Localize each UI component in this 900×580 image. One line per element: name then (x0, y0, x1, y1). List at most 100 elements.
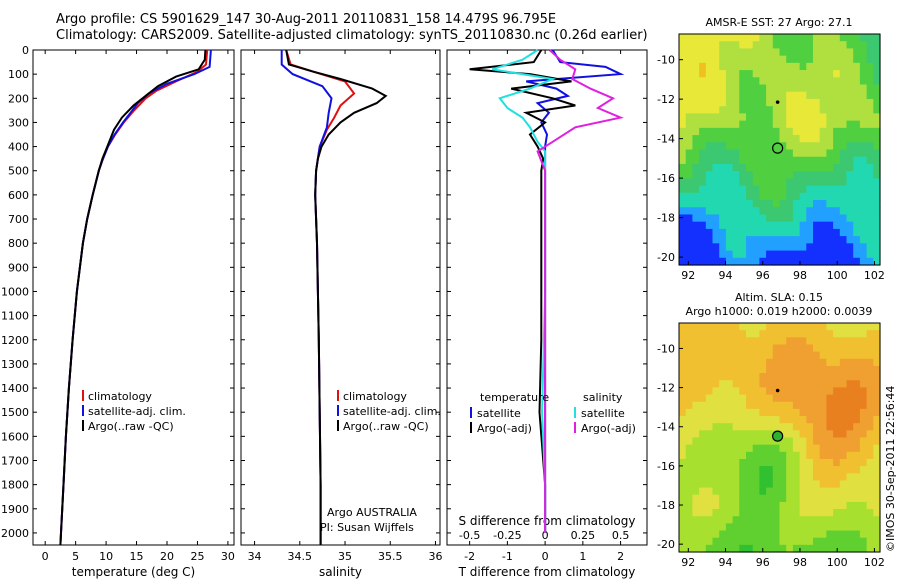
sst-map-cell (712, 106, 720, 115)
sst-map-cell (853, 185, 861, 194)
sla-map-cell (685, 487, 693, 496)
sla-map-cell (759, 365, 767, 374)
sla-map-cell (866, 358, 874, 367)
sst-map-cell (739, 156, 747, 165)
sst-map-cell (779, 163, 787, 172)
sla-map-cell (766, 473, 774, 482)
sla-map-cell (833, 458, 841, 467)
sst-map-cell (752, 41, 760, 50)
sla-map-cell (692, 373, 700, 381)
sst-map-cell (806, 55, 814, 64)
sst-map-cell (873, 214, 881, 223)
sst-map-cell (692, 171, 700, 179)
sla-map-cell (853, 501, 861, 510)
sla-map-cell (819, 358, 827, 367)
sst-map-cell (685, 221, 693, 230)
sla-map-cell (799, 487, 807, 496)
sst-map-cell (772, 156, 781, 165)
sst-map-cell (799, 243, 807, 252)
sla-map-cell (759, 501, 767, 510)
sla-map-cell (799, 344, 807, 353)
sla-map-cell (859, 451, 868, 460)
sla-map-cell (746, 358, 754, 367)
sst-map-cell (846, 98, 854, 107)
sla-map-cell (759, 451, 767, 460)
sla-map-cell (772, 330, 781, 338)
sla-map-cell (766, 516, 774, 524)
sst-map-cell (866, 214, 874, 223)
sla-map-cell (766, 330, 774, 338)
sla-map-cell (746, 530, 754, 539)
sla-map-cell (826, 387, 834, 396)
sla-map-cell (839, 437, 848, 446)
sla-map-cell (692, 394, 700, 403)
sla-map-cell (792, 473, 801, 482)
sla-map-cell (685, 373, 693, 381)
sst-map-cell (813, 48, 821, 57)
sla-map-cell (786, 458, 794, 467)
sst-map-cell (853, 127, 861, 136)
sla-map-cell (859, 351, 868, 360)
legend-label: Argo(..raw -QC) (343, 420, 429, 433)
sst-map-cell (792, 214, 801, 223)
sst-map-cell (712, 55, 720, 64)
sst-map-cell (725, 228, 734, 237)
sst-map-cell (826, 41, 834, 50)
sla-map-cell (732, 458, 740, 467)
sla-map-cell (699, 494, 707, 503)
sst-map-cell (732, 200, 740, 208)
sst-map-cell (806, 200, 814, 208)
sst-map-cell (819, 178, 827, 187)
sst-map-cell (705, 149, 714, 158)
sst-map-cell (766, 62, 774, 71)
sst-map-cell (873, 98, 881, 107)
sst-map-cell (699, 185, 707, 194)
sla-map-cell (752, 387, 760, 396)
y-tick-label: 0 (22, 44, 29, 57)
sst-map-cell (692, 55, 700, 64)
sla-map-cell (859, 358, 868, 367)
sla-map-cell (799, 323, 807, 331)
sst-map-cell (712, 142, 720, 151)
sla-map-cell (712, 530, 720, 539)
sla-map-cell (786, 430, 794, 439)
sla-map-cell (766, 444, 774, 453)
sla-map-cell (772, 523, 781, 532)
sla-map-cell (685, 437, 693, 446)
sst-map-cell (779, 55, 787, 64)
sla-map-cell (792, 416, 801, 424)
sst-map-cell (759, 77, 767, 86)
sla-map-cell (799, 523, 807, 532)
sst-map-cell (833, 106, 841, 115)
sst-map-cell (746, 135, 754, 143)
sst-map-cell (786, 98, 794, 107)
sla-map-cell (826, 380, 834, 389)
sla-map-cell (752, 516, 760, 524)
sst-map-cell (866, 41, 874, 50)
sst-map-cell (859, 207, 868, 216)
sla-map-cell (712, 394, 720, 403)
sla-map-cell (746, 544, 754, 553)
sst-map-cell (799, 84, 807, 93)
salinity-frame (240, 49, 441, 546)
sst-map-cell (679, 149, 687, 158)
sst-map-cell (786, 127, 794, 136)
sst-map-cell (752, 228, 760, 237)
sst-map-cell (833, 214, 841, 223)
sla-map-cell (866, 423, 874, 431)
sla-map-cell (699, 451, 707, 460)
sst-map-cell (685, 214, 693, 223)
sst-map-cell (846, 236, 854, 244)
sst-map-cell (779, 192, 787, 201)
sst-map-cell (719, 91, 727, 100)
sst-map-cell (866, 178, 874, 187)
sst-map-cell (779, 156, 787, 165)
sla-map-cell (839, 337, 848, 346)
sla-map-cell (806, 444, 814, 453)
sst-map-cell (685, 106, 693, 115)
sla-map-cell (766, 358, 774, 367)
sst-map-cell (846, 221, 854, 230)
sla-map-cell (866, 408, 874, 417)
sla-map-cell (873, 373, 881, 381)
sla-map-cell (719, 537, 727, 546)
